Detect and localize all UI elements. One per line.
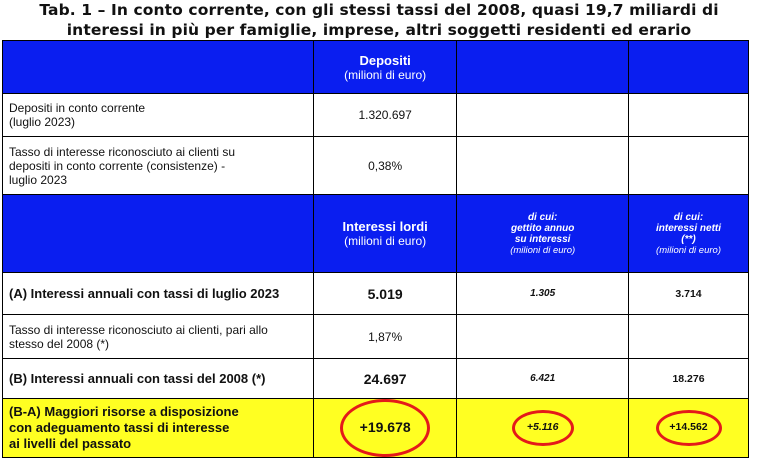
table-row: Tasso di interesse riconosciuto ai clien…	[2, 314, 749, 359]
table-row-difference: (B-A) Maggiori risorse a disposizione co…	[2, 398, 749, 458]
header-deposits-cell: Depositi (milioni di euro)	[312, 40, 458, 94]
table-row: Tasso di interesse riconosciuto ai clien…	[2, 136, 749, 195]
row-diff-netti-cell: +14.562	[628, 398, 749, 458]
interest-table: Depositi (milioni di euro) Depositi in c…	[2, 40, 749, 458]
row-label-line: luglio 2023	[9, 172, 68, 187]
row-label: Depositi in conto corrente (luglio 2023)	[2, 93, 314, 137]
header-netti-line: di cui:	[673, 211, 704, 223]
empty-cell	[628, 314, 749, 359]
row-label-line: stesso del 2008 (*)	[9, 336, 110, 351]
row-label-line: depositi in conto corrente (consistenze)…	[9, 158, 226, 173]
row-label-line: (luglio 2023)	[9, 115, 76, 129]
header-netti-sub: (milioni di euro)	[656, 244, 721, 256]
row-a-label: (A) Interessi annuali con tassi di lugli…	[2, 272, 314, 315]
row-diff-label-line: ai livelli del passato	[9, 436, 132, 451]
header-netti-line: (**)	[681, 233, 696, 245]
table-row: Depositi in conto corrente (luglio 2023)…	[2, 93, 749, 137]
table-row-b: (B) Interessi annuali con tassi del 2008…	[2, 358, 749, 399]
row-b-label: (B) Interessi annuali con tassi del 2008…	[2, 358, 314, 399]
deposits-value: 1.320.697	[312, 93, 458, 137]
empty-cell	[628, 93, 749, 137]
header-row-interests: Interessi lordi (milioni di euro) di cui…	[2, 194, 749, 273]
header-gettito-line: gettito annuo	[511, 222, 575, 234]
header-empty-cell	[628, 40, 749, 94]
row-a-netti: 3.714	[628, 272, 749, 315]
title-line-2: interessi in più per famiglie, imprese, …	[66, 21, 692, 39]
row-diff-lordi-cell: +19.678	[312, 398, 458, 458]
row-label-line: Depositi in conto corrente	[9, 101, 146, 115]
row-b-lordi: 24.697	[312, 358, 458, 399]
row-diff-label: (B-A) Maggiori risorse a disposizione co…	[2, 398, 314, 458]
row-diff-label-line: con adeguamento tassi di interesse	[9, 420, 230, 435]
header-empty-cell	[2, 194, 314, 273]
header-empty-cell	[2, 40, 314, 94]
header-gettito-sub: (milioni di euro)	[510, 244, 576, 256]
empty-cell	[456, 136, 630, 195]
row-b-netti: 18.276	[628, 358, 749, 399]
header-lordi-cell: Interessi lordi (milioni di euro)	[312, 194, 458, 273]
row-label: Tasso di interesse riconosciuto ai clien…	[2, 314, 314, 359]
title-line-1: Tab. 1 – In conto corrente, con gli stes…	[39, 1, 719, 19]
header-empty-cell	[456, 40, 630, 94]
rate-2008-value: 1,87%	[312, 314, 458, 359]
row-diff-gettito: +5.116	[511, 410, 574, 446]
row-diff-netti: +14.562	[655, 410, 722, 446]
header-deposits-sub: (milioni di euro)	[344, 67, 427, 82]
row-label: Tasso di interesse riconosciuto ai clien…	[2, 136, 314, 195]
row-label-line: Tasso di interesse riconosciuto ai clien…	[9, 322, 268, 337]
row-b-gettito: 6.421	[456, 358, 630, 399]
row-a-lordi: 5.019	[312, 272, 458, 315]
header-gettito-line: su interessi	[514, 233, 571, 245]
row-a-gettito: 1.305	[456, 272, 630, 315]
row-label-line: Tasso di interesse riconosciuto ai clien…	[9, 144, 236, 159]
header-gettito-cell: di cui: gettito annuo su interessi (mili…	[456, 194, 630, 273]
header-gettito-line: di cui:	[527, 211, 558, 223]
empty-cell	[628, 136, 749, 195]
header-lordi-sub: (milioni di euro)	[344, 234, 427, 248]
table-row-a: (A) Interessi annuali con tassi di lugli…	[2, 272, 749, 315]
empty-cell	[456, 314, 630, 359]
header-deposits-label: Depositi	[359, 52, 411, 68]
row-diff-gettito-cell: +5.116	[456, 398, 630, 458]
row-diff-label-line: (B-A) Maggiori risorse a disposizione	[9, 404, 239, 419]
header-lordi-label: Interessi lordi	[342, 219, 428, 234]
empty-cell	[456, 93, 630, 137]
header-row-deposits: Depositi (milioni di euro)	[2, 40, 749, 94]
row-diff-lordi: +19.678	[340, 399, 431, 457]
rate-value: 0,38%	[312, 136, 458, 195]
header-netti-cell: di cui: interessi netti (**) (milioni di…	[628, 194, 749, 273]
header-netti-line: interessi netti	[656, 222, 722, 234]
table-title: Tab. 1 – In conto corrente, con gli stes…	[0, 0, 758, 40]
